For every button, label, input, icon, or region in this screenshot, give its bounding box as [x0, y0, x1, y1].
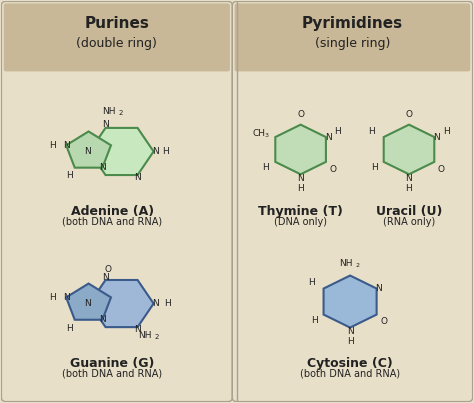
Text: NH: NH	[338, 259, 352, 268]
Text: O: O	[438, 164, 445, 174]
Text: Purines: Purines	[84, 16, 149, 31]
Text: N: N	[134, 172, 141, 181]
Text: H: H	[49, 141, 55, 150]
Text: Adenine (A): Adenine (A)	[71, 205, 154, 218]
Text: N: N	[63, 141, 70, 150]
Text: O: O	[329, 164, 337, 174]
FancyBboxPatch shape	[235, 3, 470, 71]
Text: Pyrimidines: Pyrimidines	[302, 16, 403, 31]
Text: (both DNA and RNA): (both DNA and RNA)	[300, 369, 400, 378]
Polygon shape	[275, 125, 326, 174]
Polygon shape	[90, 128, 154, 175]
Text: Uracil (U): Uracil (U)	[376, 205, 442, 218]
Text: H: H	[334, 127, 341, 135]
Text: N: N	[102, 273, 109, 282]
Text: N: N	[99, 163, 106, 172]
Text: N: N	[134, 325, 141, 334]
Text: H: H	[297, 184, 304, 193]
Text: H: H	[369, 127, 375, 135]
Text: Guanine (G): Guanine (G)	[70, 357, 155, 370]
Text: N: N	[84, 147, 91, 156]
Text: 2: 2	[355, 263, 359, 268]
Text: N: N	[346, 327, 354, 336]
Polygon shape	[66, 284, 111, 320]
FancyBboxPatch shape	[1, 1, 232, 402]
Text: N: N	[406, 174, 412, 183]
Text: O: O	[405, 110, 412, 119]
Text: N: N	[63, 293, 70, 302]
Text: H: H	[66, 171, 73, 180]
Text: (DNA only): (DNA only)	[274, 216, 327, 226]
Text: O: O	[380, 317, 387, 326]
Text: N: N	[84, 299, 91, 308]
Text: Thymine (T): Thymine (T)	[258, 205, 343, 218]
Text: 2: 2	[118, 110, 123, 116]
Text: H: H	[371, 163, 378, 172]
Text: H: H	[311, 316, 318, 325]
Text: (both DNA and RNA): (both DNA and RNA)	[62, 216, 162, 226]
Text: N: N	[325, 133, 332, 141]
Text: H: H	[263, 163, 269, 172]
Text: H: H	[406, 184, 412, 193]
Text: Cytosine (C): Cytosine (C)	[307, 357, 393, 370]
Text: NH: NH	[102, 107, 116, 116]
Text: 3: 3	[265, 133, 269, 137]
Text: H: H	[162, 147, 169, 156]
Polygon shape	[383, 125, 434, 174]
Text: (single ring): (single ring)	[315, 37, 390, 50]
Text: N: N	[153, 147, 159, 156]
Polygon shape	[324, 276, 377, 328]
Text: N: N	[153, 299, 159, 308]
Text: N: N	[433, 133, 440, 141]
Text: N: N	[99, 315, 106, 324]
Text: O: O	[104, 266, 111, 274]
Text: O: O	[297, 110, 304, 119]
Text: (RNA only): (RNA only)	[383, 216, 435, 226]
FancyBboxPatch shape	[232, 1, 473, 402]
Polygon shape	[66, 131, 111, 168]
Text: (both DNA and RNA): (both DNA and RNA)	[62, 369, 162, 378]
FancyBboxPatch shape	[4, 3, 230, 71]
Text: 2: 2	[154, 334, 159, 340]
Text: N: N	[297, 174, 304, 183]
Text: H: H	[443, 127, 449, 135]
Text: N: N	[102, 120, 109, 129]
Text: H: H	[309, 278, 315, 287]
Text: CH: CH	[252, 129, 265, 137]
Text: (double ring): (double ring)	[76, 37, 157, 50]
Text: H: H	[66, 324, 73, 333]
Text: NH: NH	[138, 330, 151, 340]
Text: H: H	[49, 293, 55, 302]
Text: H: H	[164, 299, 171, 308]
Text: N: N	[375, 284, 383, 293]
Text: H: H	[346, 337, 354, 346]
Polygon shape	[90, 280, 154, 327]
